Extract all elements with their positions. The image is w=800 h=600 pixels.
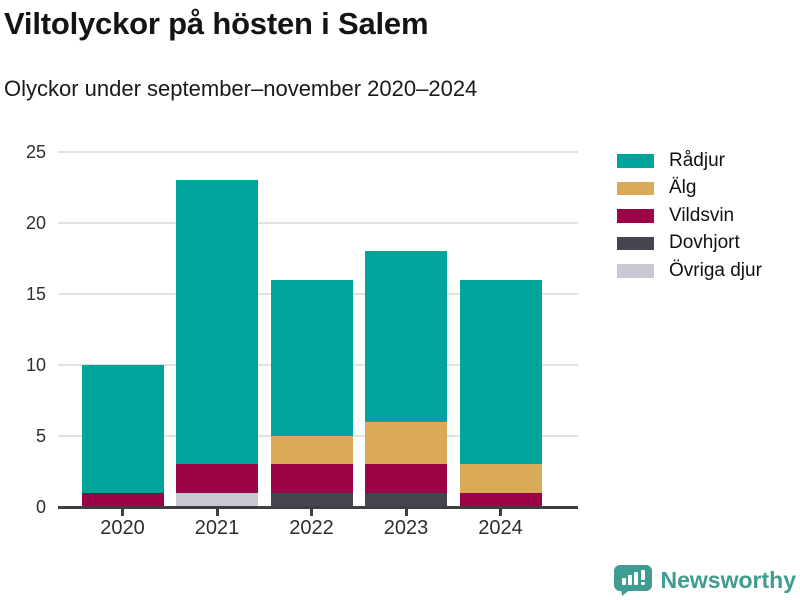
legend-item-övriga-djur: Övriga djur xyxy=(617,257,762,285)
x-axis-tick-label: 2021 xyxy=(194,517,240,539)
bar-segment-vildsvin xyxy=(270,464,353,493)
newsworthy-logo-icon xyxy=(613,565,652,596)
x-axis-tick-label: 2024 xyxy=(478,517,523,539)
legend-label: Vildsvin xyxy=(669,204,735,226)
bar-segment-rådjur xyxy=(176,180,258,465)
bar-segment-vildsvin xyxy=(81,492,164,507)
x-axis-tick xyxy=(121,509,124,516)
bar-segment-rådjur xyxy=(81,365,164,493)
page-title: Viltolyckor på hösten i Salem xyxy=(4,6,429,41)
legend-label: Rådjur xyxy=(669,149,725,171)
bar-segment-rådjur xyxy=(459,279,542,465)
bar-segment-dovhjort xyxy=(270,492,353,507)
x-axis-tick-label: 2020 xyxy=(100,517,145,539)
page-subtitle: Olyckor under september–november 2020–20… xyxy=(4,76,478,101)
bar-segment-vildsvin xyxy=(459,492,542,507)
brand-name: Newsworthy xyxy=(660,567,796,593)
brand-footer: Newsworthy xyxy=(613,565,796,596)
x-axis-tick xyxy=(215,509,219,516)
legend-item-älg: Älg xyxy=(617,175,762,203)
bar-segment-rådjur xyxy=(365,251,447,422)
y-axis-tick-label: 10 xyxy=(25,355,46,375)
y-axis-tick-label: 25 xyxy=(25,142,46,162)
y-gridline xyxy=(58,222,578,224)
bar-segment-vildsvin xyxy=(365,464,447,493)
legend-label: Älg xyxy=(669,177,697,199)
bar-segment-övriga-djur xyxy=(176,492,258,507)
bar-segment-dovhjort xyxy=(365,492,447,507)
legend-swatch xyxy=(617,209,654,223)
x-axis-tick xyxy=(310,509,313,516)
chart-legend: Rådjur Älg Vildsvin Dovhjort Övriga djur xyxy=(617,147,762,285)
bar-segment-älg xyxy=(270,436,353,465)
legend-item-dovhjort: Dovhjort xyxy=(617,230,762,258)
bar-segment-älg xyxy=(365,421,447,465)
y-axis-tick-label: 0 xyxy=(35,497,46,517)
legend-swatch xyxy=(617,154,654,168)
x-axis-tick-label: 2022 xyxy=(289,517,334,539)
bar-segment-rådjur xyxy=(270,279,353,436)
y-axis-tick-label: 15 xyxy=(25,284,46,304)
y-axis-tick-label: 5 xyxy=(35,426,46,446)
legend-swatch xyxy=(617,264,654,278)
x-axis-line xyxy=(58,506,578,509)
legend-label: Övriga djur xyxy=(669,259,762,281)
legend-item-vildsvin: Vildsvin xyxy=(617,202,762,230)
y-gridline xyxy=(58,151,578,153)
bar-segment-vildsvin xyxy=(176,464,258,493)
legend-swatch xyxy=(617,181,654,195)
legend-item-rådjur: Rådjur xyxy=(617,147,762,175)
x-axis-tick-label: 2023 xyxy=(383,517,429,539)
legend-label: Dovhjort xyxy=(669,232,740,254)
y-axis-tick-label: 20 xyxy=(25,213,46,233)
legend-swatch xyxy=(617,236,654,250)
x-axis-tick xyxy=(499,509,502,516)
bar-segment-älg xyxy=(459,464,542,493)
x-axis-tick xyxy=(404,509,408,516)
